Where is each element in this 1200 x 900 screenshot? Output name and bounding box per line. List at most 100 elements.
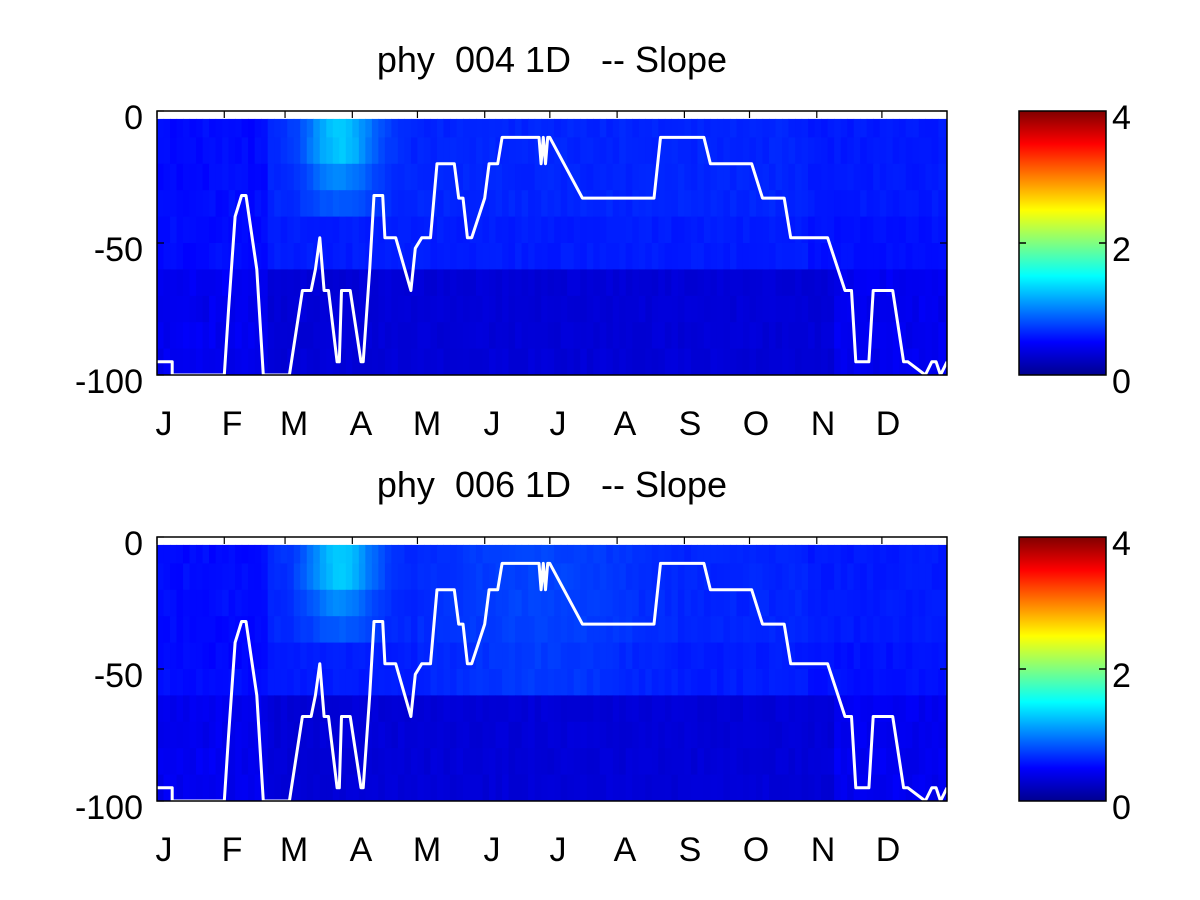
heatmap-cell bbox=[808, 695, 816, 723]
heatmap-cell bbox=[729, 348, 738, 375]
heatmap-cell bbox=[469, 269, 477, 297]
heatmap-cell bbox=[293, 190, 301, 218]
heatmap-cell bbox=[599, 774, 607, 801]
heatmap-cell bbox=[671, 348, 679, 375]
heatmap-cell bbox=[860, 669, 868, 696]
heatmap-cell bbox=[580, 137, 588, 165]
heatmap-cell bbox=[905, 322, 913, 350]
heatmap-cell bbox=[254, 348, 262, 375]
heatmap-cell bbox=[619, 642, 627, 670]
heatmap-cell bbox=[326, 695, 334, 723]
heatmap-cell bbox=[834, 269, 842, 297]
heatmap-cell bbox=[560, 695, 568, 723]
heatmap-cell bbox=[495, 669, 503, 696]
heatmap-cell bbox=[404, 563, 412, 591]
heatmap-cell bbox=[645, 216, 653, 244]
heatmap-cell bbox=[671, 269, 679, 297]
heatmap-cell bbox=[729, 163, 738, 191]
heatmap-cell bbox=[651, 669, 659, 696]
heatmap-cell bbox=[840, 348, 848, 375]
heatmap-cell bbox=[756, 695, 764, 723]
heatmap-cell bbox=[899, 190, 907, 218]
heatmap-cell bbox=[345, 669, 353, 696]
heatmap-cell bbox=[690, 616, 699, 644]
heatmap-cell bbox=[332, 295, 340, 323]
heatmap-cell bbox=[684, 563, 692, 591]
heatmap-cell bbox=[241, 295, 249, 323]
heatmap-cell bbox=[521, 163, 529, 191]
heatmap-cell bbox=[619, 563, 627, 591]
heatmap-cell bbox=[866, 137, 874, 165]
heatmap-cell bbox=[892, 348, 900, 375]
heatmap-cell bbox=[521, 544, 529, 564]
heatmap-cell bbox=[632, 721, 640, 749]
heatmap-cell bbox=[293, 544, 301, 564]
heatmap-cell bbox=[365, 137, 373, 165]
heatmap-cell bbox=[742, 190, 751, 218]
heatmap-cell bbox=[404, 190, 412, 218]
heatmap-cell bbox=[899, 748, 907, 776]
heatmap-cell bbox=[782, 243, 790, 270]
heatmap-cell bbox=[326, 137, 334, 165]
heatmap-cell bbox=[384, 695, 392, 723]
heatmap-cell bbox=[619, 669, 627, 696]
heatmap-cell bbox=[716, 642, 725, 670]
heatmap-cell bbox=[489, 589, 497, 617]
heatmap-cell bbox=[912, 243, 920, 270]
heatmap-cell bbox=[664, 190, 672, 218]
heatmap-cell bbox=[202, 563, 210, 591]
heatmap-cell bbox=[306, 589, 314, 617]
heatmap-cell bbox=[449, 721, 458, 749]
heatmap-cell bbox=[274, 216, 282, 244]
heatmap-cell bbox=[163, 563, 171, 591]
heatmap-cell bbox=[879, 669, 887, 696]
heatmap-cell bbox=[371, 216, 379, 244]
heatmap-cell bbox=[300, 137, 308, 165]
heatmap-cell bbox=[677, 216, 685, 244]
heatmap-cell bbox=[339, 216, 347, 244]
heatmap-cell bbox=[918, 295, 926, 323]
heatmap-cell bbox=[690, 322, 699, 350]
heatmap-cell bbox=[339, 190, 347, 218]
heatmap-cell bbox=[690, 295, 699, 323]
heatmap-cell bbox=[560, 348, 568, 375]
heatmap-cell bbox=[664, 243, 672, 270]
heatmap-cell bbox=[541, 216, 549, 244]
heatmap-cell bbox=[463, 137, 471, 165]
heatmap-cell bbox=[436, 563, 445, 591]
heatmap-cell bbox=[795, 216, 803, 244]
heatmap-cell bbox=[554, 544, 562, 564]
heatmap-cell bbox=[782, 642, 790, 670]
heatmap-cell bbox=[827, 348, 835, 375]
heatmap-cell bbox=[703, 295, 712, 323]
heatmap-cell bbox=[612, 748, 620, 776]
heatmap-cell bbox=[443, 190, 451, 218]
heatmap-cell bbox=[638, 190, 646, 218]
heatmap-cell bbox=[853, 616, 861, 644]
heatmap-cell bbox=[879, 544, 887, 564]
heatmap-cell bbox=[300, 322, 308, 350]
heatmap-cell bbox=[567, 137, 575, 165]
heatmap-cell bbox=[606, 243, 614, 270]
heatmap-cell bbox=[795, 137, 803, 165]
heatmap-cell bbox=[170, 118, 178, 138]
heatmap-cell bbox=[274, 243, 282, 270]
heatmap-cell bbox=[417, 563, 425, 591]
heatmap-cell bbox=[938, 118, 946, 138]
heatmap-cell bbox=[873, 669, 881, 696]
heatmap-cell bbox=[449, 563, 458, 591]
heatmap-cell bbox=[716, 348, 725, 375]
heatmap-cell bbox=[313, 295, 321, 323]
heatmap-cell bbox=[834, 322, 842, 350]
heatmap-cell bbox=[254, 118, 262, 138]
chart-panel-2: phy 006 1D -- Slope 0 -50 -100 J F M A M… bbox=[75, 464, 1131, 869]
heatmap-cell bbox=[306, 563, 314, 591]
heatmap-cell bbox=[697, 616, 705, 644]
heatmap-cell bbox=[788, 216, 796, 244]
heatmap-cell bbox=[658, 695, 666, 723]
heatmap-cell bbox=[912, 544, 920, 564]
heatmap-cell bbox=[606, 118, 614, 138]
heatmap-cell bbox=[358, 669, 366, 696]
heatmap-cell bbox=[228, 616, 236, 644]
heatmap-cell bbox=[534, 642, 542, 670]
